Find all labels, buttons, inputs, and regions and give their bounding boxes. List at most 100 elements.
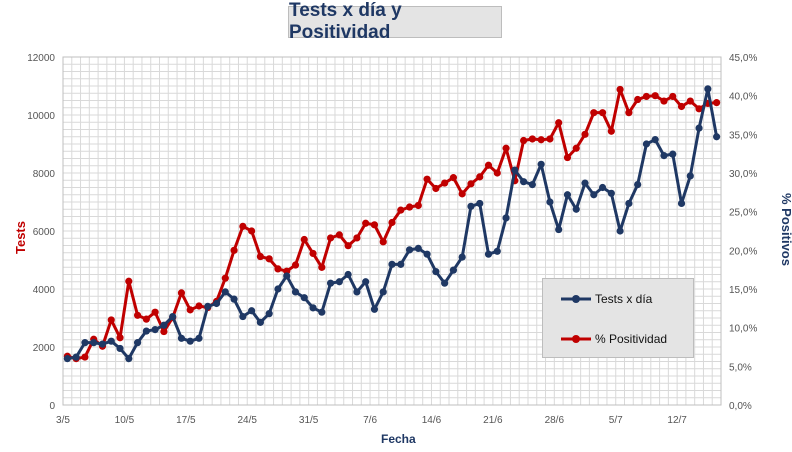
y-right-tick-label: 10,0% [729, 324, 757, 335]
data-point-positividad [125, 277, 133, 285]
series-group [63, 85, 721, 363]
data-point-positividad [335, 231, 343, 239]
data-point-tests [607, 189, 615, 197]
y-left-tick-label: 0 [49, 401, 55, 412]
data-point-positividad [432, 184, 440, 193]
data-point-positividad [186, 306, 194, 314]
data-point-positividad [616, 85, 624, 94]
data-point-tests [344, 270, 352, 279]
data-point-tests [230, 295, 238, 303]
data-point-tests [590, 191, 598, 199]
data-point-positividad [441, 179, 449, 187]
data-point-positividad [177, 289, 186, 297]
data-point-tests [493, 247, 501, 255]
plot-frame [62, 56, 722, 406]
data-point-tests [432, 268, 440, 276]
data-point-tests [72, 353, 80, 361]
data-point-positividad [449, 174, 458, 182]
data-point-positividad [677, 102, 686, 111]
data-point-tests [528, 181, 536, 189]
x-tick-label: 12/7 [667, 415, 687, 426]
y-left-tick-label: 8000 [33, 169, 56, 180]
data-point-tests [212, 299, 221, 308]
data-point-positividad [590, 109, 598, 117]
data-point-positividad [686, 97, 694, 105]
legend-item-tests: Tests x día [561, 291, 652, 307]
data-point-positividad [476, 173, 484, 181]
data-point-positividad [598, 109, 607, 117]
data-point-tests [107, 337, 115, 345]
y-right-tick-label: 20,0% [729, 246, 757, 257]
data-point-positividad [713, 99, 721, 107]
x-tick-label: 21/6 [483, 415, 503, 426]
data-point-positividad [230, 246, 238, 254]
data-point-tests [370, 305, 379, 313]
data-point-positividad [651, 92, 659, 100]
y-axis-right-label: % Positivos [778, 193, 792, 266]
data-point-tests [133, 339, 142, 347]
legend-swatch-positividad [561, 335, 591, 343]
data-point-tests [274, 285, 282, 293]
data-point-positividad [669, 92, 677, 101]
data-point-positividad [353, 234, 361, 242]
data-point-tests [300, 294, 308, 302]
data-point-positividad [546, 135, 554, 143]
data-point-tests [546, 198, 554, 206]
data-point-positividad [107, 316, 115, 324]
data-point-tests [248, 307, 256, 315]
data-point-tests [572, 205, 580, 213]
data-point-positividad [660, 97, 668, 105]
y-right-tick-label: 40,0% [729, 92, 757, 103]
data-point-tests [713, 133, 721, 141]
data-point-positividad [160, 327, 168, 336]
data-point-tests [695, 124, 703, 132]
data-point-positividad [625, 109, 633, 117]
y-right-tick-label: 5,0% [729, 362, 752, 373]
data-point-tests [353, 288, 361, 296]
data-point-positividad [502, 144, 510, 152]
data-point-positividad [116, 334, 124, 342]
data-point-tests [125, 355, 133, 363]
x-tick-label: 17/5 [176, 415, 196, 426]
chart-title: Tests x día y Positividad [288, 0, 502, 43]
data-point-tests [335, 278, 343, 286]
data-point-positividad [379, 238, 387, 246]
data-point-positividad [362, 219, 370, 227]
y-left-tick-label: 10000 [27, 111, 55, 122]
data-point-tests [625, 199, 633, 208]
data-point-tests [291, 288, 300, 296]
x-tick-label: 24/5 [238, 415, 258, 426]
y-right-tick-label: 45,0% [729, 53, 757, 64]
data-point-positividad [484, 161, 493, 169]
data-point-tests [81, 339, 89, 347]
data-point-positividad [274, 265, 282, 273]
data-point-positividad [300, 235, 308, 244]
data-point-tests [309, 304, 317, 312]
right-axis-ticks: 0,0% 5,0% 10,0% 15,0% 20,0% 25,0% 30,0% 35,0% 40… [729, 53, 757, 412]
data-point-tests [397, 260, 405, 268]
data-point-positividad [291, 261, 300, 269]
data-point-positividad [239, 222, 247, 230]
data-point-positividad [537, 136, 545, 144]
data-point-tests [169, 312, 177, 321]
data-point-tests [449, 266, 458, 274]
left-axis-ticks: 0 2000 4000 6000 8000 10000 12000 [27, 53, 55, 412]
data-point-tests [686, 172, 694, 180]
data-point-positividad [81, 353, 89, 361]
data-point-tests [379, 288, 387, 296]
y-left-tick-label: 4000 [33, 285, 56, 296]
data-point-tests [151, 326, 159, 334]
data-point-tests [677, 199, 686, 208]
data-point-positividad [326, 234, 335, 242]
legend-swatch-tests [561, 295, 591, 303]
data-point-tests [265, 310, 273, 318]
data-point-tests [98, 340, 107, 348]
data-point-tests [256, 318, 264, 326]
legend-label-positividad: % Positividad [595, 332, 668, 346]
data-point-positividad [388, 218, 396, 227]
data-point-tests [555, 225, 563, 234]
x-axis-ticks: 3/5 10/5 17/5 24/5 31/5 7/6 14/6 21/6 28/6 5/7 12/… [56, 415, 687, 426]
y-right-tick-label: 25,0% [729, 208, 757, 219]
data-point-tests [563, 191, 572, 199]
